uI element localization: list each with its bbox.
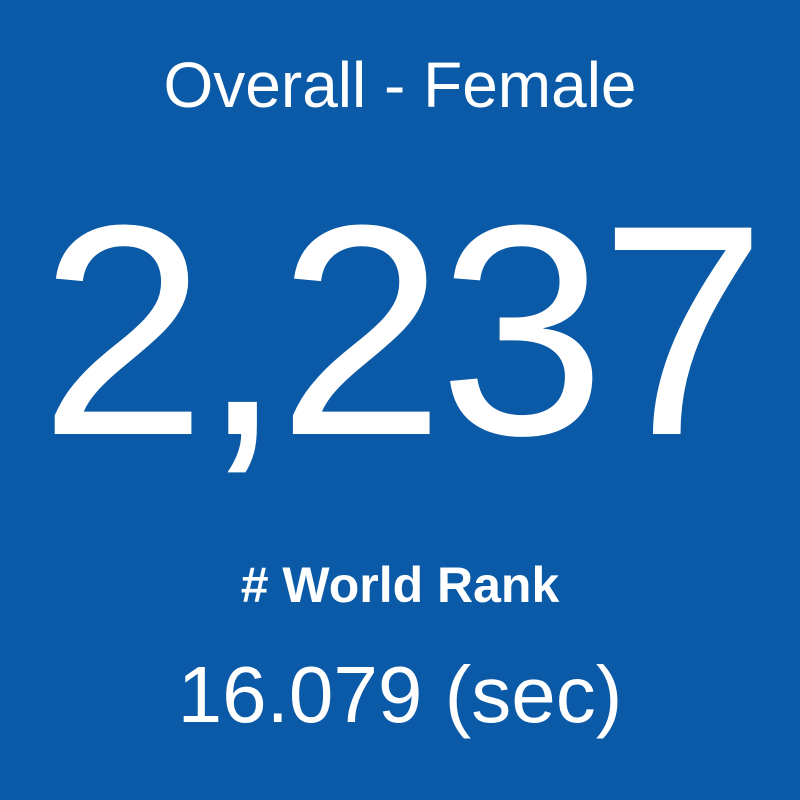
- tile-label: # World Rank: [240, 557, 560, 613]
- tile-time: 16.079 (sec): [177, 650, 623, 739]
- tile-value: 2,237: [39, 162, 767, 498]
- tile-title: Overall - Female: [163, 49, 637, 121]
